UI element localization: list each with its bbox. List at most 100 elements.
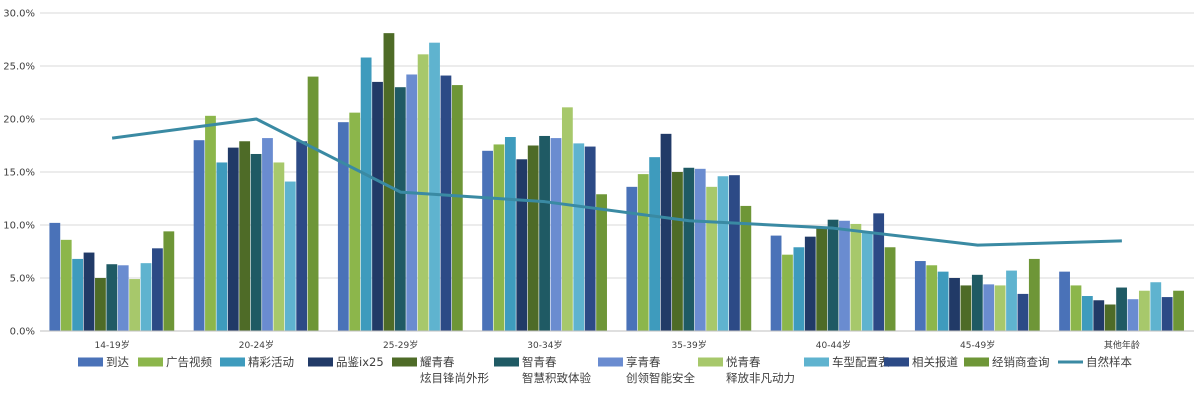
x-category-label: 25-29岁 <box>383 339 418 351</box>
bar <box>584 146 596 331</box>
bar <box>193 140 205 331</box>
bar <box>827 219 839 331</box>
legend-label: 耀青春炫目锋尚外形 <box>420 355 489 385</box>
bar <box>406 74 418 331</box>
legend-label: 经销商查询 <box>992 355 1050 369</box>
bar <box>573 143 585 331</box>
bar <box>429 42 440 332</box>
bar <box>117 265 129 331</box>
bar <box>740 205 752 331</box>
bar <box>307 76 319 331</box>
bar <box>1161 297 1173 331</box>
legend-label: 悦青春释放非凡动力 <box>726 355 795 385</box>
bar <box>394 87 406 331</box>
bar <box>1150 282 1162 331</box>
bar <box>250 153 262 331</box>
x-category-label: 45-49岁 <box>960 339 995 351</box>
legend-swatch <box>78 357 103 367</box>
bar <box>205 115 216 331</box>
bar <box>649 157 661 331</box>
bar <box>1104 304 1116 331</box>
bars <box>49 33 1184 332</box>
bar <box>804 236 816 331</box>
bar <box>873 213 885 331</box>
legend-swatch <box>964 357 989 367</box>
bar <box>163 231 175 331</box>
y-tick-label: 20.0% <box>3 115 35 126</box>
legend-label: 精彩活动 <box>248 355 294 369</box>
x-category-label: 20-24岁 <box>239 339 274 351</box>
bar <box>971 274 983 331</box>
bar <box>672 172 683 331</box>
line-series <box>111 117 1122 247</box>
bar <box>1138 290 1150 331</box>
legend-label: 到达 <box>106 355 129 369</box>
bar <box>637 174 649 331</box>
legend-swatch <box>220 357 245 367</box>
bar <box>626 186 638 331</box>
legend-label: 广告视频 <box>166 355 212 369</box>
bar <box>49 222 61 331</box>
legend-label: 智青春智慧积致体验 <box>522 355 591 385</box>
y-tick-label: 30.0% <box>3 9 35 20</box>
bar <box>850 223 862 331</box>
bar <box>1081 296 1093 331</box>
legend-swatch <box>138 357 163 367</box>
bar <box>440 75 452 331</box>
bar <box>152 248 163 331</box>
bar <box>106 264 118 331</box>
y-axis-ticks: 0.0% 5.0% 10.0% 15.0% 20.0% 25.0% 30.0% <box>3 9 35 338</box>
bar <box>72 258 84 331</box>
bar <box>296 141 308 331</box>
bar <box>349 112 361 331</box>
bar <box>694 168 706 331</box>
x-category-label: 35-39岁 <box>672 339 707 351</box>
x-category-label: 14-19岁 <box>95 339 130 351</box>
bar <box>937 271 949 331</box>
bar <box>596 194 607 331</box>
bar <box>926 265 938 331</box>
bar <box>539 135 550 331</box>
bar <box>949 278 960 331</box>
bar <box>717 176 729 331</box>
bar <box>561 107 573 331</box>
legend-swatch <box>308 357 333 367</box>
bar <box>216 162 228 331</box>
bar <box>262 138 273 331</box>
bar <box>239 141 251 331</box>
y-tick-label: 25.0% <box>3 62 35 73</box>
y-tick-label: 10.0% <box>3 221 35 232</box>
bar <box>1070 285 1082 331</box>
bar <box>83 252 95 331</box>
bar <box>729 175 740 331</box>
bar <box>1173 290 1184 331</box>
bar <box>1059 271 1070 331</box>
bar <box>284 181 296 331</box>
x-category-label: 其他年龄 <box>1104 339 1140 351</box>
bar <box>60 239 72 331</box>
bar <box>360 57 372 332</box>
bar <box>372 81 383 332</box>
bar <box>793 247 805 331</box>
y-tick-label: 0.0% <box>10 327 35 338</box>
bar <box>1116 287 1127 331</box>
line-series-path <box>111 117 1122 247</box>
bar <box>129 279 141 331</box>
bar <box>1028 258 1040 331</box>
bar <box>95 278 106 331</box>
x-category-label: 40-44岁 <box>816 339 851 351</box>
bar <box>273 162 285 331</box>
bar <box>994 285 1006 331</box>
bar <box>914 261 926 331</box>
bar <box>337 122 349 332</box>
legend-swatch <box>804 357 829 367</box>
legend-swatch <box>884 357 909 367</box>
legend-label: 自然样本 <box>1086 355 1132 369</box>
bar <box>839 220 850 331</box>
bar <box>816 227 828 331</box>
legend-swatch <box>698 357 723 367</box>
bar <box>861 231 873 331</box>
y-tick-label: 15.0% <box>3 168 35 179</box>
bar <box>983 284 995 331</box>
